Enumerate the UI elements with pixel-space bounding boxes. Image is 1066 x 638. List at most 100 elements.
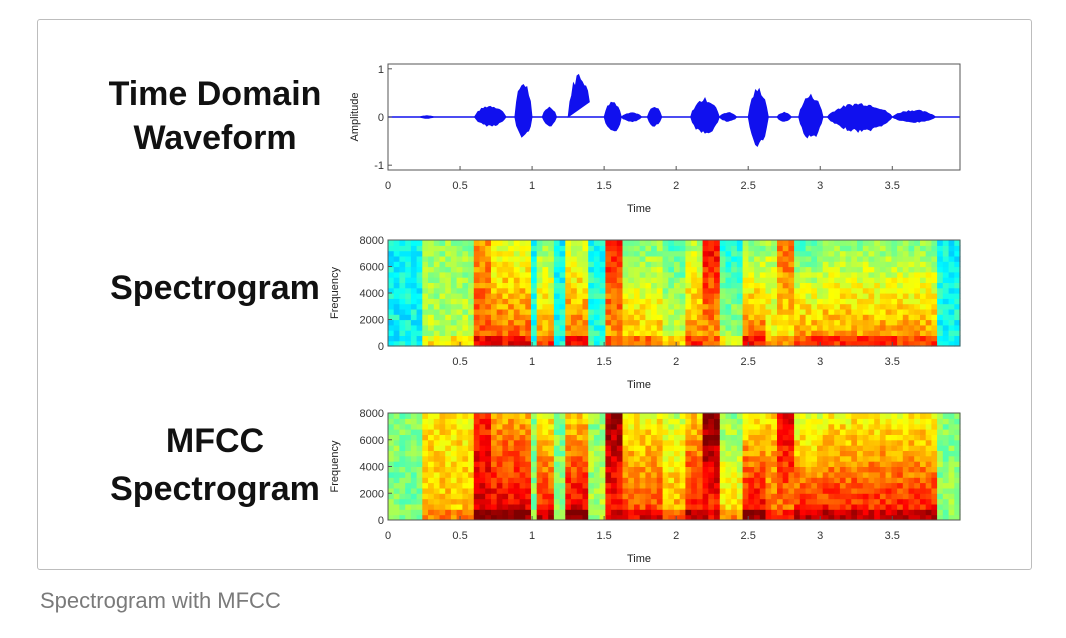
heatmap-cell bbox=[857, 434, 864, 441]
heatmap-cell bbox=[897, 340, 904, 347]
heatmap-cell bbox=[748, 445, 755, 451]
heatmap-cell bbox=[599, 271, 606, 278]
heatmap-cell bbox=[662, 293, 669, 299]
heatmap-cell bbox=[879, 509, 887, 516]
heatmap-cell bbox=[433, 245, 441, 252]
heatmap-cell bbox=[628, 303, 635, 310]
heatmap-cell bbox=[565, 466, 572, 473]
heatmap-cell bbox=[605, 308, 612, 315]
heatmap-cell bbox=[582, 271, 589, 278]
heatmap-cell bbox=[731, 266, 738, 273]
heatmap-cell bbox=[553, 330, 561, 336]
heatmap-cell bbox=[651, 330, 658, 336]
heatmap-cell bbox=[485, 445, 492, 451]
heatmap-cell bbox=[622, 314, 629, 321]
heatmap-cell bbox=[502, 477, 509, 484]
heatmap-cell bbox=[771, 245, 778, 252]
heatmap-cell bbox=[754, 282, 761, 289]
heatmap-cell bbox=[742, 493, 749, 500]
heatmap-cell bbox=[714, 439, 721, 446]
heatmap-cell bbox=[708, 434, 715, 441]
heatmap-cell bbox=[496, 493, 503, 500]
heatmap-cell bbox=[388, 287, 395, 294]
heatmap-cell bbox=[668, 471, 675, 478]
heatmap-cell bbox=[931, 418, 938, 425]
heatmap-cell bbox=[742, 277, 749, 283]
heatmap-cell bbox=[771, 277, 778, 283]
heatmap-cell bbox=[531, 277, 538, 283]
heatmap-cell bbox=[622, 293, 629, 299]
heatmap-cell bbox=[719, 434, 727, 441]
heatmap-cell bbox=[502, 434, 509, 441]
heatmap-cell bbox=[479, 493, 486, 500]
heatmap-cell bbox=[828, 413, 835, 419]
heatmap-cell bbox=[576, 314, 584, 321]
heatmap-cell bbox=[462, 261, 469, 268]
heatmap-cell bbox=[777, 335, 784, 342]
heatmap-cell bbox=[559, 287, 566, 294]
heatmap-cell bbox=[479, 514, 486, 521]
heatmap-cell bbox=[857, 245, 864, 252]
x-tick-label: 0.5 bbox=[452, 180, 467, 192]
heatmap-cell bbox=[811, 255, 818, 262]
heatmap-cell bbox=[468, 308, 475, 315]
heatmap-cell bbox=[496, 240, 503, 246]
heatmap-cell bbox=[714, 509, 721, 516]
heatmap-cell bbox=[942, 434, 950, 441]
heatmap-cell bbox=[685, 261, 692, 268]
heatmap-cell bbox=[759, 335, 767, 342]
heatmap-cell bbox=[513, 330, 521, 336]
heatmap-cell bbox=[834, 503, 841, 510]
heatmap-cell bbox=[868, 487, 875, 494]
heatmap-cell bbox=[799, 493, 807, 500]
heatmap-cell bbox=[645, 293, 652, 299]
heatmap-cell bbox=[639, 308, 646, 315]
heatmap-cell bbox=[593, 340, 601, 347]
heatmap-cell bbox=[782, 308, 789, 315]
heatmap-cell bbox=[513, 245, 521, 252]
heatmap-cell bbox=[473, 450, 481, 457]
heatmap-cell bbox=[525, 482, 532, 489]
heatmap-cell bbox=[428, 319, 435, 326]
heatmap-cell bbox=[513, 477, 521, 484]
heatmap-cell bbox=[777, 413, 784, 419]
heatmap-cell bbox=[405, 455, 412, 462]
heatmap-cell bbox=[702, 250, 709, 257]
heatmap-cell bbox=[794, 477, 801, 484]
heatmap-cell bbox=[897, 418, 904, 425]
heatmap-cell bbox=[668, 503, 675, 510]
heatmap-cell bbox=[668, 255, 675, 262]
heatmap-cell bbox=[679, 450, 686, 457]
heatmap-cell bbox=[462, 423, 469, 430]
heatmap-cell bbox=[519, 418, 526, 425]
heatmap-cell bbox=[473, 477, 481, 484]
heatmap-cell bbox=[622, 277, 629, 283]
heatmap-cell bbox=[811, 482, 818, 489]
heatmap-cell bbox=[874, 509, 881, 516]
heatmap-cell bbox=[639, 466, 646, 473]
heatmap-cell bbox=[611, 250, 618, 257]
heatmap-cell bbox=[742, 319, 749, 326]
heatmap-cell bbox=[525, 466, 532, 473]
heatmap-cell bbox=[702, 471, 709, 478]
heatmap-cell bbox=[519, 245, 526, 252]
heatmap-cell bbox=[399, 319, 406, 326]
heatmap-cell bbox=[531, 477, 538, 484]
heatmap-cell bbox=[719, 418, 727, 425]
heatmap-cell bbox=[445, 509, 452, 516]
heatmap-cell bbox=[410, 250, 418, 257]
heatmap-cell bbox=[622, 493, 629, 500]
heatmap-cell bbox=[668, 319, 675, 326]
heatmap-cell bbox=[839, 240, 847, 246]
heatmap-cell bbox=[685, 429, 692, 435]
heatmap-cell bbox=[771, 255, 778, 262]
heatmap-cell bbox=[862, 245, 870, 252]
heatmap-cell bbox=[788, 303, 795, 310]
heatmap-cell bbox=[542, 434, 549, 441]
heatmap-cell bbox=[759, 418, 767, 425]
heatmap-cell bbox=[559, 418, 566, 425]
heatmap-cell bbox=[685, 471, 692, 478]
heatmap-cell bbox=[931, 324, 938, 331]
heatmap-cell bbox=[473, 466, 481, 473]
heatmap-cell bbox=[885, 324, 892, 331]
